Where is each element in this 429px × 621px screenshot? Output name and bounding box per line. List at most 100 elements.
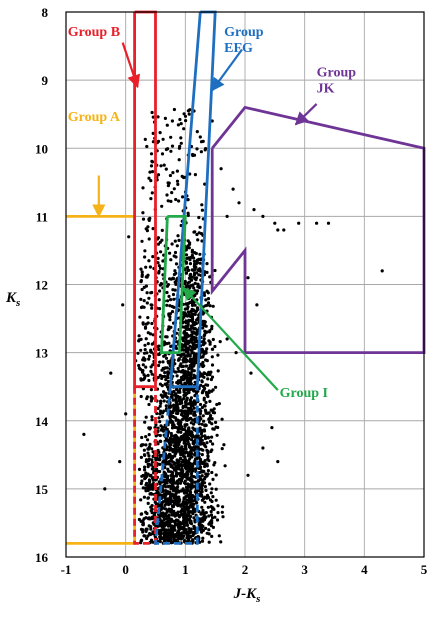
data-point [187,280,192,284]
data-point [201,414,205,418]
data-point [139,394,143,399]
data-point [191,283,195,287]
data-point [176,379,180,383]
data-point [192,256,196,260]
data-point [167,341,171,345]
data-point [172,297,176,301]
data-point [190,338,194,342]
data-point [184,364,189,368]
data-point [166,370,170,374]
data-point [273,221,277,225]
data-point [216,425,220,430]
group-a-label-line: Group A [68,110,121,125]
data-point [175,444,179,448]
data-point [207,417,211,421]
data-point [180,531,184,535]
data-point [144,415,148,419]
data-point [220,417,224,421]
data-point [196,479,201,483]
data-point [190,301,194,305]
data-point [186,296,191,301]
data-point [182,112,186,116]
data-point [142,356,146,360]
data-point [181,364,185,368]
data-point [182,348,186,352]
data-point [168,478,172,482]
data-point [187,366,191,370]
data-point [185,410,190,414]
data-point [184,467,188,471]
data-point [143,249,147,253]
data-point [161,411,165,415]
data-point [206,436,210,440]
data-point [206,372,210,376]
data-point [252,208,256,212]
data-point [189,278,194,282]
data-point [297,221,301,225]
data-point [225,337,229,341]
data-point [161,259,165,263]
data-point [165,427,169,431]
data-point [161,366,166,370]
data-point [198,225,202,229]
data-point [166,373,170,377]
data-point [183,279,187,284]
data-point [202,443,207,447]
data-point [261,214,265,218]
data-point [171,440,175,444]
data-point [173,461,177,465]
data-point [183,424,187,428]
data-point [168,438,173,442]
data-point [201,354,205,358]
data-point [188,510,192,514]
data-point [208,498,213,502]
data-point [221,515,225,519]
data-point [187,319,191,323]
data-point [159,164,163,168]
data-point [182,127,186,131]
data-point [185,293,189,297]
data-point [154,423,158,427]
data-point [199,150,203,154]
data-point [150,504,154,508]
data-point [164,438,168,442]
data-point [197,273,201,277]
data-point [158,469,162,474]
data-point [170,419,174,424]
data-point [145,144,149,149]
data-point [143,325,148,329]
data-point [156,375,160,380]
data-point [159,511,163,516]
data-point [186,310,190,314]
data-point [202,291,206,295]
data-point [198,426,202,430]
data-point [146,438,150,442]
data-point [158,433,162,438]
data-point [193,327,197,331]
data-point [201,519,205,523]
data-point [147,457,151,461]
data-point [180,445,184,449]
data-point [158,131,162,135]
data-point [190,363,194,368]
data-point [203,341,207,345]
data-point [234,351,238,355]
data-point [142,453,147,457]
y-tick-label: 9 [42,73,49,88]
data-point [206,411,210,415]
data-point [200,434,204,438]
data-point [179,136,183,140]
data-point [155,456,159,460]
data-point [204,488,208,492]
data-point [282,228,286,232]
data-point [180,174,184,178]
data-point [153,478,157,482]
data-point [179,453,183,457]
data-point [143,477,147,481]
data-point [170,242,174,246]
data-point [184,439,188,443]
data-point [200,539,205,543]
group-jk-label-line: JK [317,82,335,97]
data-point [168,494,173,498]
data-point [203,464,207,469]
